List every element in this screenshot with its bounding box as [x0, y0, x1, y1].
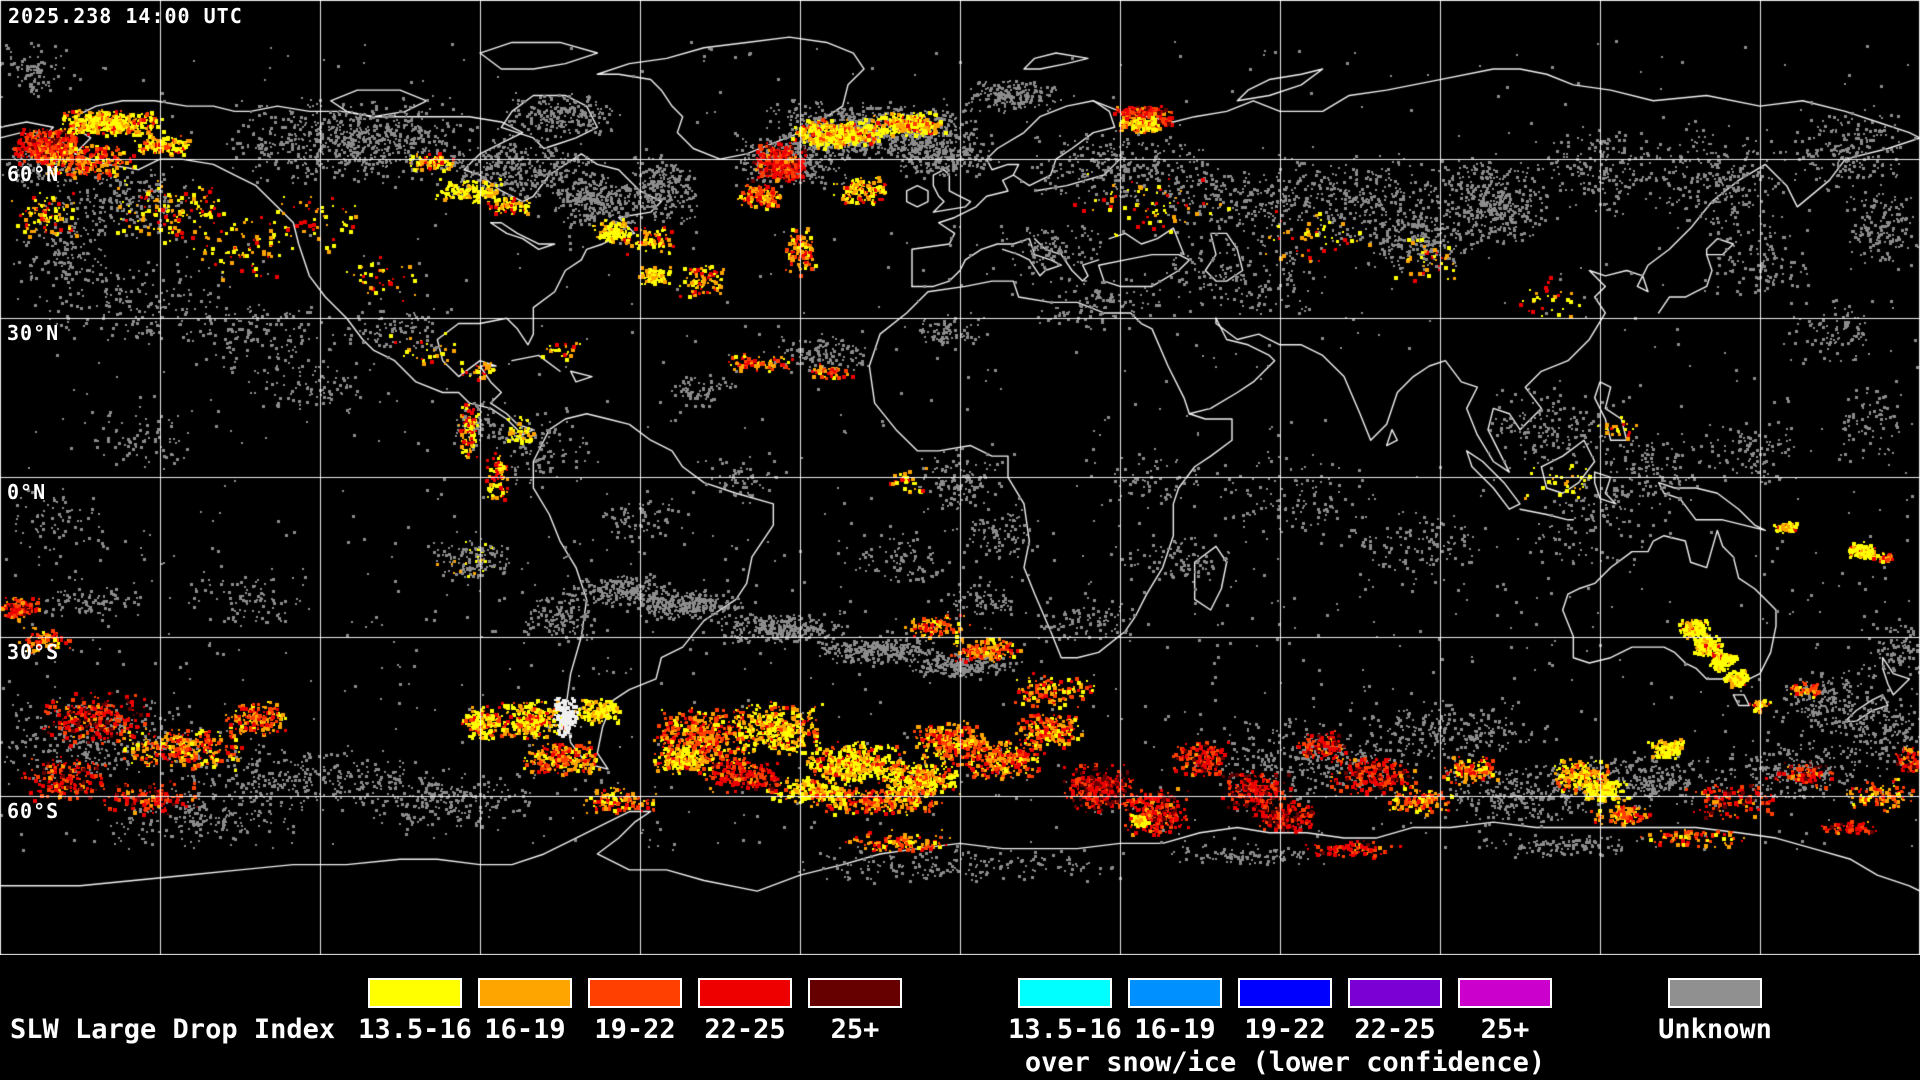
legend-swatch	[588, 978, 682, 1008]
legend-swatch	[1018, 978, 1112, 1008]
latitude-label: 0°N	[7, 480, 47, 505]
timestamp-label: 2025.238 14:00 UTC	[8, 4, 243, 28]
legend-swatch	[1458, 978, 1552, 1008]
latitude-label: 30°N	[7, 321, 60, 346]
legend-swatch	[1348, 978, 1442, 1008]
legend-class-label: 16-19	[484, 1014, 566, 1045]
legend-swatch	[478, 978, 572, 1008]
legend-swatch	[368, 978, 462, 1008]
legend-swatch	[698, 978, 792, 1008]
latitude-label: 60°N	[7, 162, 60, 187]
legend-swatch	[1238, 978, 1332, 1008]
legend-swatch	[1128, 978, 1222, 1008]
latitude-label: 30°S	[7, 639, 60, 664]
legend-title: SLW Large Drop Index	[10, 1014, 336, 1045]
legend-swatch	[808, 978, 902, 1008]
legend-class-label: 16-19	[1134, 1014, 1216, 1045]
legend-unknown-label: Unknown	[1658, 1014, 1772, 1045]
legend-class-label: 19-22	[594, 1014, 676, 1045]
legend-class-label: 22-25	[704, 1014, 786, 1045]
legend-swatch-unknown	[1668, 978, 1762, 1008]
latitude-label: 60°S	[7, 798, 60, 823]
legend-class-label: 13.5-16	[1008, 1014, 1122, 1045]
legend-class-label: 22-25	[1354, 1014, 1436, 1045]
world-map-canvas	[0, 0, 1920, 955]
legend-class-label: 25+	[830, 1014, 880, 1045]
legend-class-label: 13.5-16	[358, 1014, 472, 1045]
legend-class-label: 25+	[1480, 1014, 1530, 1045]
legend: SLW Large Drop Index 13.5-16 16-19 19-22 22…	[0, 955, 1920, 1080]
legend-snow-note: over snow/ice (lower confidence)	[1024, 1047, 1546, 1078]
legend-class-label: 19-22	[1244, 1014, 1326, 1045]
